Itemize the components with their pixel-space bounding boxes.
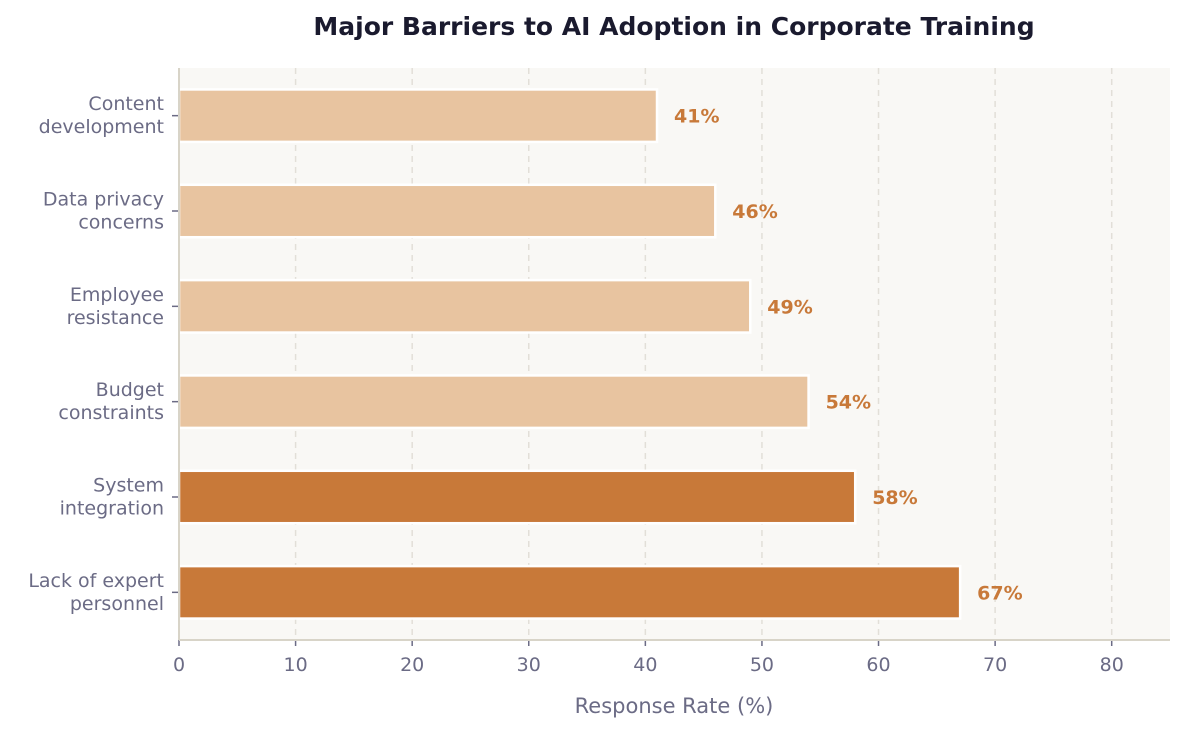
- x-axis-label: Response Rate (%): [575, 694, 774, 718]
- x-tick-label: 10: [283, 654, 307, 676]
- data-label: 54%: [826, 392, 871, 414]
- bars: 41% 46% 49% 54% 58% 67%: [177, 88, 1023, 620]
- y-tick-label: Budget constraints: [58, 379, 164, 424]
- y-tick-label: Employee resistance: [67, 284, 164, 329]
- x-tick-label: 50: [750, 654, 774, 676]
- plot-area: [179, 68, 1170, 640]
- data-label: 58%: [872, 487, 917, 509]
- y-tick-label: System integration: [60, 475, 164, 520]
- x-tick-label: 40: [633, 654, 657, 676]
- x-axis-ticks: 0 10 20 30 40 50 60 70 80: [173, 640, 1124, 676]
- x-tick-label: 70: [983, 654, 1007, 676]
- bar: [177, 564, 962, 620]
- x-tick-label: 30: [517, 654, 541, 676]
- bar: [177, 374, 810, 430]
- y-tick-label: Content development: [39, 93, 164, 138]
- data-label: 49%: [767, 296, 812, 318]
- data-label: 46%: [732, 201, 777, 223]
- x-tick-label: 80: [1100, 654, 1124, 676]
- bar: [177, 278, 752, 334]
- y-tick-label: Lack of expert personnel: [28, 570, 164, 615]
- x-tick-label: 0: [173, 654, 185, 676]
- x-tick-label: 60: [866, 654, 890, 676]
- grid-lines: [294, 68, 1113, 640]
- x-tick-label: 20: [400, 654, 424, 676]
- bar: [177, 88, 659, 144]
- chart-title: Major Barriers to AI Adoption in Corpora…: [313, 12, 1034, 41]
- bar: [177, 469, 857, 525]
- y-axis-labels: Content development Data privacy concerns Em…: [28, 93, 179, 615]
- data-label: 41%: [674, 106, 719, 128]
- bar: [177, 183, 717, 239]
- data-label: 67%: [977, 582, 1022, 604]
- y-tick-label: Data privacy concerns: [43, 189, 164, 234]
